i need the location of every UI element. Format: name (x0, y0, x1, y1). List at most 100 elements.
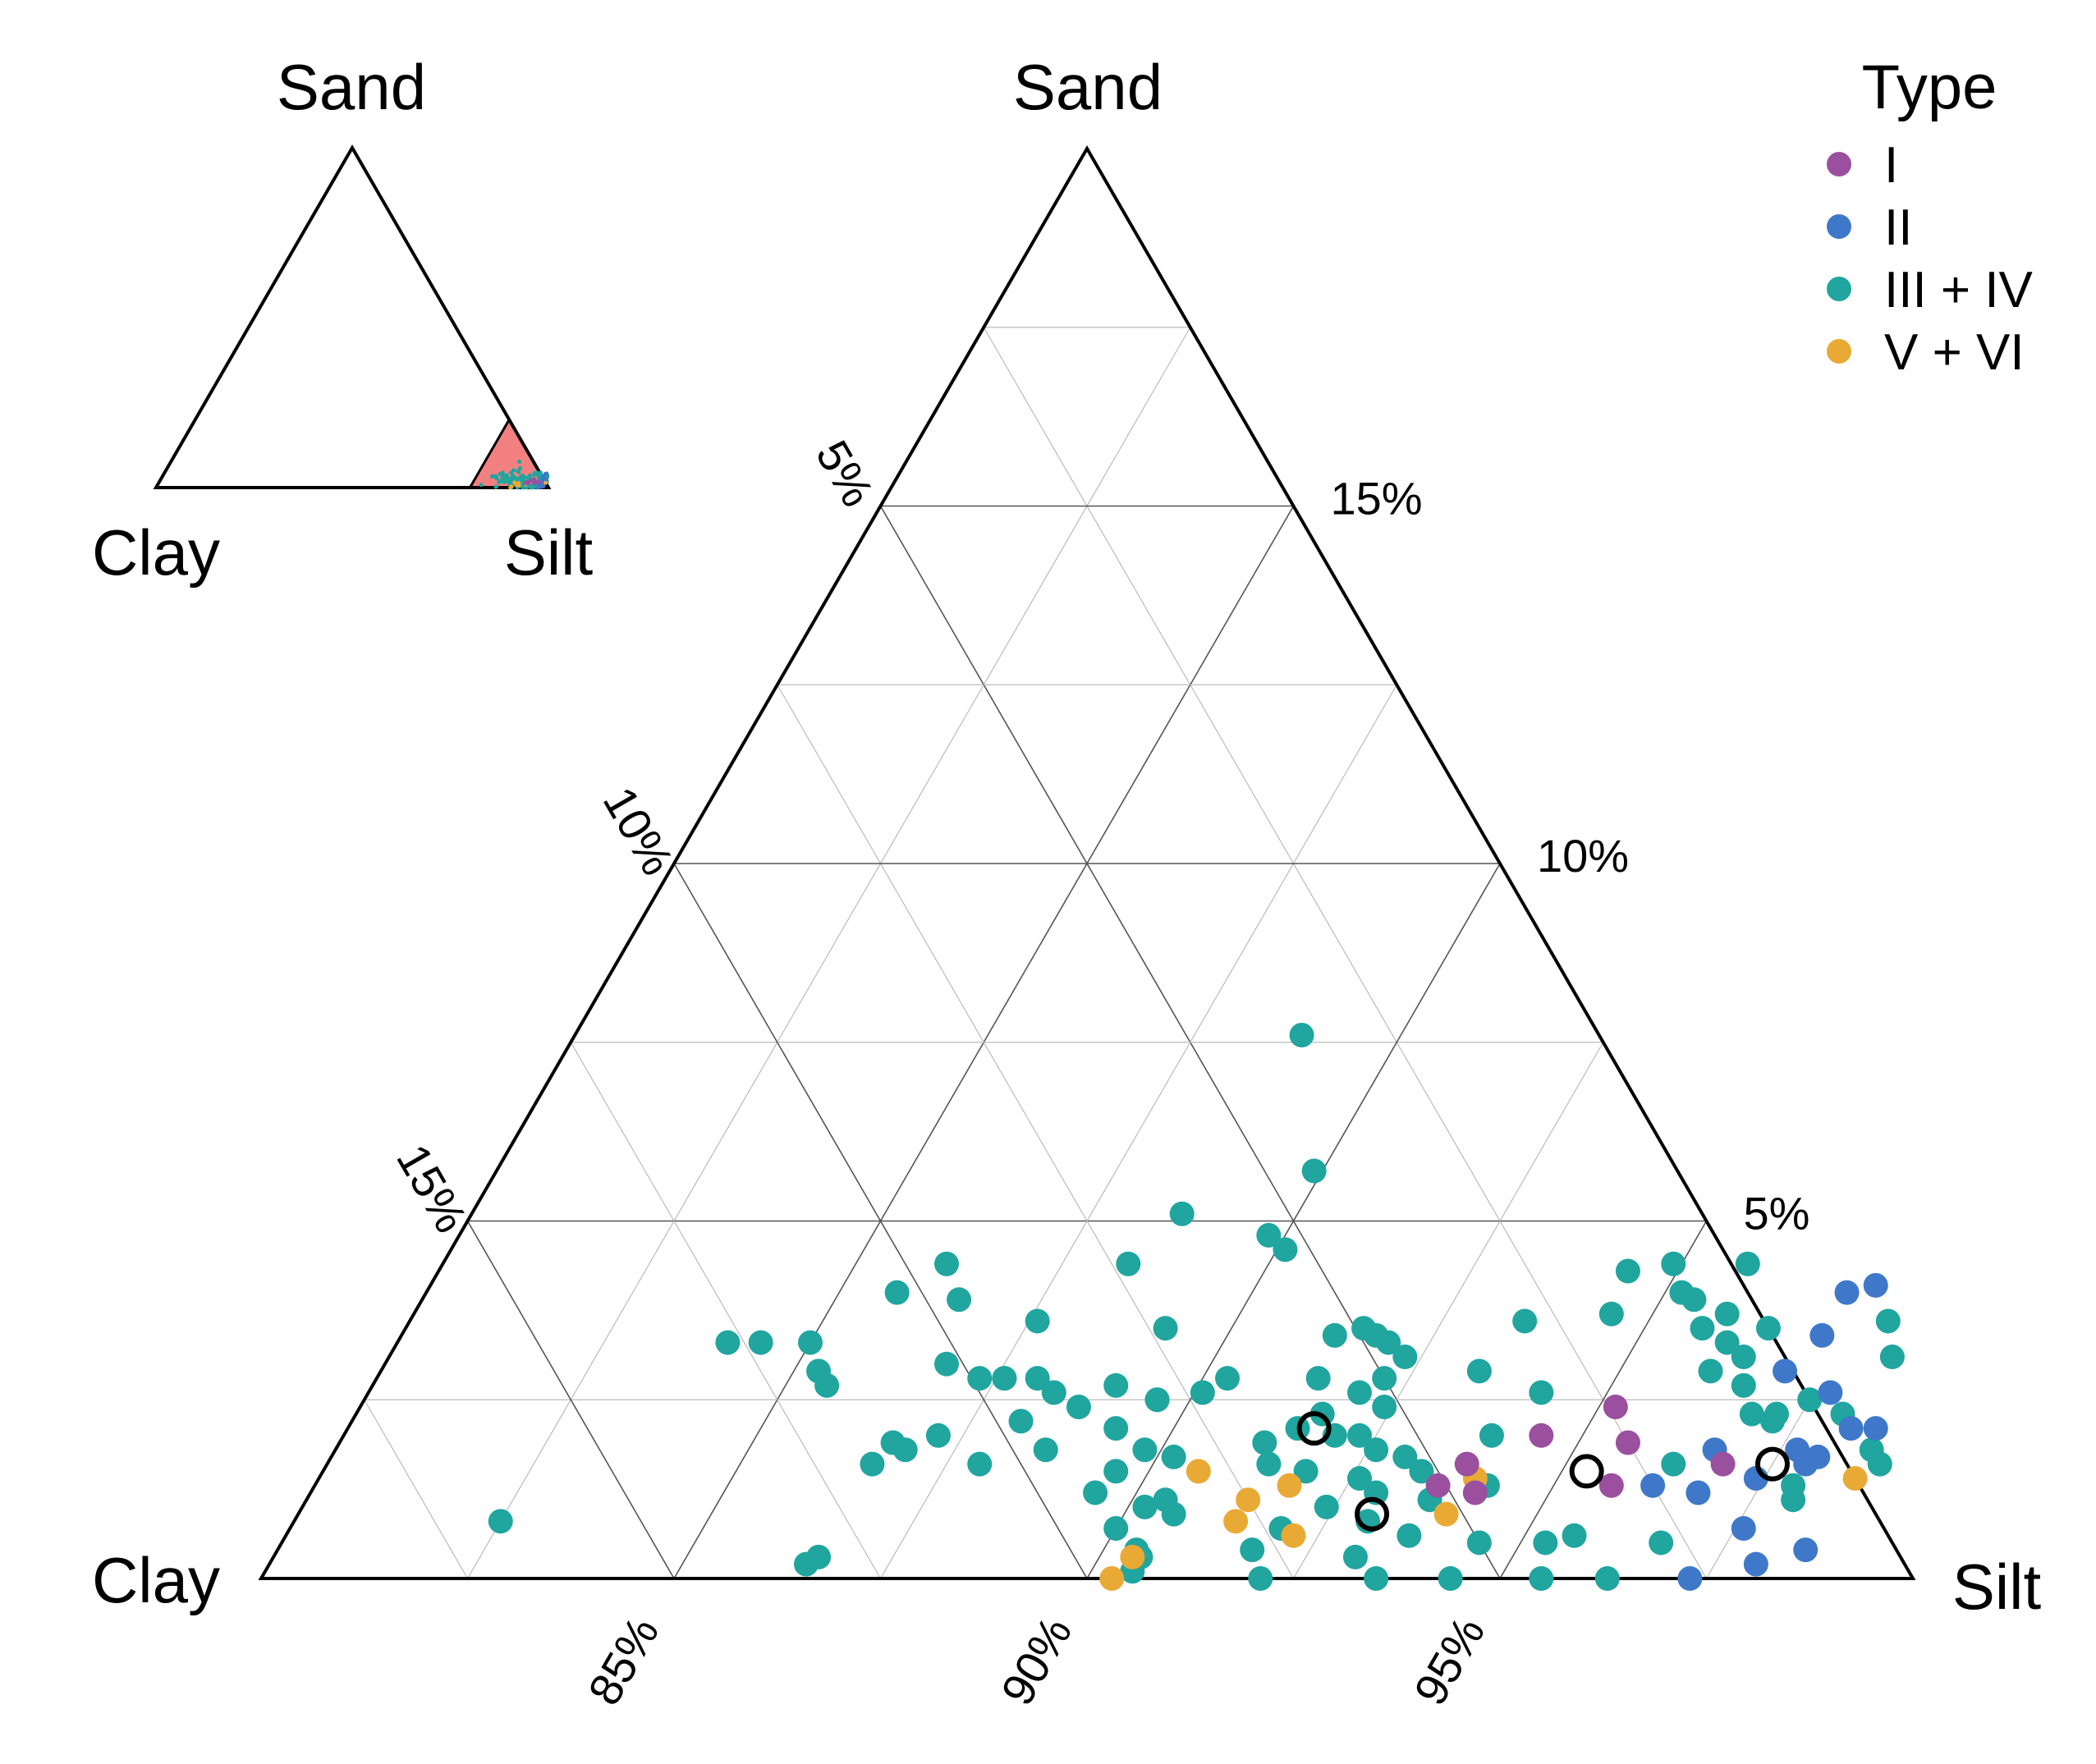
inset-point-cluster (479, 460, 550, 490)
data-point-type-iii-iv (1875, 1308, 1901, 1334)
data-point-type-iii-iv (1479, 1423, 1504, 1448)
vertex-label-sand: Sand (1013, 51, 1163, 123)
data-point-type-iii-iv (1256, 1222, 1282, 1248)
tick-label-silt: 85% (578, 1608, 669, 1714)
data-point-type-iii-iv (884, 1280, 910, 1305)
grid-line-silt-minor (879, 684, 1397, 1579)
data-point-type-iii-iv (1735, 1251, 1760, 1276)
data-point-type-iii-iv (1594, 1566, 1620, 1591)
highlighted-point-marker (1569, 1454, 1604, 1489)
data-point-type-iii-iv (1867, 1451, 1892, 1477)
inset-data-point (532, 481, 537, 486)
data-point-type-iii-iv (1681, 1287, 1707, 1313)
data-point-type-iii-iv (797, 1330, 823, 1355)
legend-marker (1827, 277, 1851, 301)
inset-data-point (536, 475, 541, 480)
data-point-type-iii-iv (1289, 1023, 1314, 1048)
data-point-type-iii-iv (1466, 1530, 1492, 1556)
grid-line-clay-minor (364, 1399, 469, 1579)
data-point-type-iii-iv (814, 1372, 840, 1398)
data-point-type-iii-iv (1153, 1316, 1178, 1341)
data-point-type-iii-iv (1346, 1423, 1372, 1448)
data-point-type-iii-iv (1293, 1459, 1319, 1484)
data-point-type-iii-iv (1161, 1444, 1186, 1469)
legend-label: V + VI (1884, 324, 2025, 381)
data-point-type-iii-iv (933, 1251, 959, 1276)
inset-data-point (528, 485, 533, 490)
data-point-type-iii-iv (1661, 1251, 1686, 1276)
tick-label-sand: 10% (1537, 830, 1629, 882)
data-point-type-iii-iv (1690, 1316, 1715, 1341)
data-point-type-iii-iv (1169, 1201, 1195, 1226)
inset-triangle-frame (153, 144, 552, 489)
inset-data-point (513, 475, 518, 480)
data-point-type-i (1425, 1473, 1451, 1498)
data-point-type-iii-iv (992, 1366, 1017, 1391)
data-point-type-iii-iv (1248, 1566, 1273, 1591)
data-point-type-iii-iv (1739, 1401, 1764, 1427)
grid-line-silt-minor (1292, 1042, 1604, 1579)
inset-data-point (537, 479, 542, 484)
legend-label: III + IV (1884, 262, 2034, 318)
grid-line-silt-major (1499, 1221, 1708, 1579)
inset-data-point (539, 484, 543, 489)
grid-line-silt-major (1086, 863, 1501, 1579)
data-point-type-iii-iv (1144, 1387, 1170, 1413)
data-point-type-iii-iv (1661, 1451, 1686, 1477)
inset-data-point (524, 481, 529, 486)
data-point-type-iii-iv (1533, 1530, 1558, 1556)
inset-data-point (508, 485, 513, 490)
data-point-type-iii-iv (1103, 1516, 1129, 1542)
data-point-type-i (1603, 1394, 1628, 1419)
inset-data-point (517, 465, 522, 470)
highlighted-point-marker (1754, 1446, 1790, 1482)
data-point-type-ii (1834, 1280, 1860, 1305)
inset-vertex-label-sand: Sand (277, 51, 426, 123)
data-point-type-ii (1838, 1416, 1864, 1441)
grid-line-clay-minor (570, 1042, 882, 1579)
data-point-type-i (1454, 1451, 1479, 1477)
data-point-type-iii-iv (1256, 1451, 1282, 1477)
data-point-type-v-vi (1099, 1566, 1125, 1591)
data-point-type-ii (1686, 1480, 1711, 1505)
data-point-type-v-vi (1433, 1501, 1459, 1527)
legend-label: II (1884, 199, 1912, 256)
data-point-type-iii-iv (1041, 1380, 1066, 1405)
data-point-type-iii-iv (1025, 1308, 1050, 1334)
data-point-type-iii-iv (1649, 1530, 1674, 1556)
data-point-type-iii-iv (1372, 1366, 1397, 1391)
data-point-type-iii-iv (1190, 1380, 1215, 1405)
data-point-type-i (1615, 1430, 1640, 1455)
data-point-type-iii-iv (1301, 1158, 1327, 1184)
data-point-type-iii-iv (1781, 1487, 1806, 1513)
data-point-type-iii-iv (1698, 1359, 1723, 1384)
data-point-type-v-vi (1223, 1509, 1249, 1534)
legend: Type III III + IV V + VI (1827, 53, 2034, 381)
grid-line-clay-major (673, 863, 1088, 1579)
data-point-type-iii-iv (1372, 1394, 1397, 1419)
inset-data-point (501, 472, 506, 477)
data-point-type-v-vi (1281, 1523, 1306, 1548)
data-point-type-iii-iv (1132, 1437, 1158, 1463)
grid-line-clay-minor (983, 327, 1708, 1579)
inset-data-point (494, 476, 499, 481)
inset-data-point (497, 479, 502, 484)
vertex-label-clay: Clay (92, 1544, 220, 1616)
main-triangle (258, 145, 1916, 1580)
inset-data-point (532, 473, 537, 478)
data-point-type-iii-iv (1132, 1494, 1158, 1519)
inset-overview-triangle: Sand Clay Silt (92, 51, 594, 589)
data-point-type-i (1462, 1480, 1488, 1505)
tick-labels: 5%10%15%5%10%15%85% 90% 95% (387, 432, 1809, 1714)
data-point-type-ii (1773, 1359, 1798, 1384)
grid-line-clay-major (466, 1221, 675, 1579)
legend-label: I (1884, 137, 1898, 194)
highlighted-point-marker (1355, 1496, 1390, 1532)
data-point-type-iii-iv (967, 1366, 993, 1391)
data-point-type-iii-iv (715, 1330, 741, 1355)
tick-label-clay: 5% (806, 432, 884, 515)
inset-data-point (528, 473, 533, 478)
data-point-type-iii-iv (1615, 1258, 1640, 1284)
data-point-type-v-vi (1120, 1544, 1145, 1569)
